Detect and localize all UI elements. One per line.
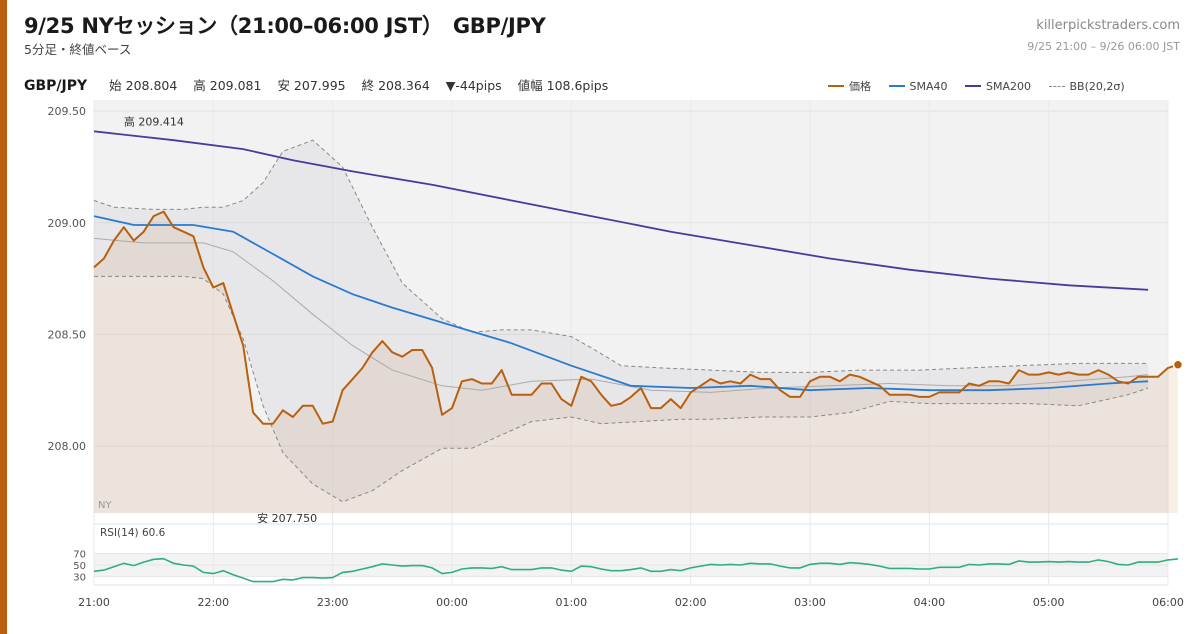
x-tick-label: 00:00	[436, 596, 468, 609]
y-tick-label: 208.50	[48, 328, 87, 341]
date-range: 9/25 21:00 – 9/26 06:00 JST	[1027, 40, 1180, 53]
x-tick-label: 04:00	[913, 596, 945, 609]
x-tick-label: 06:00	[1152, 596, 1184, 609]
x-tick-label: 05:00	[1033, 596, 1065, 609]
rsi-line	[93, 557, 1178, 583]
x-tick-label: 02:00	[675, 596, 707, 609]
accent-bar	[0, 0, 7, 634]
legend-item-sma200: SMA200	[965, 80, 1031, 93]
chart-legend: 価格 SMA40 SMA200 BB(20,2σ)	[828, 77, 1139, 94]
legend-item-bb: BB(20,2σ)	[1048, 80, 1125, 93]
last-price-dot	[1172, 359, 1184, 371]
plot-area	[94, 100, 1168, 513]
low-annotation: 安 207.750	[257, 511, 317, 525]
legend-swatch-sma40	[888, 85, 905, 87]
site-name: killerpickstraders.com	[1036, 18, 1180, 33]
legend-label-bb: BB(20,2σ)	[1069, 80, 1125, 93]
stat-change: ▼-44pips	[445, 78, 502, 93]
sma40-line	[93, 215, 1149, 392]
y-tick-label: 208.00	[48, 440, 87, 453]
bb-band-fill	[94, 140, 1149, 502]
legend-item-price: 価格	[828, 78, 871, 94]
page-subtitle: 5分足・終値ベース	[24, 42, 132, 57]
bb-upper-line	[93, 139, 1149, 373]
y-tick-label: 209.50	[48, 105, 87, 118]
rsi-tick-label: 70	[73, 550, 86, 561]
x-tick-label: 23:00	[317, 596, 349, 609]
x-tick-label: 21:00	[78, 596, 110, 609]
x-tick-label: 01:00	[555, 596, 587, 609]
rsi-label: RSI(14) 60.6	[100, 527, 166, 539]
stats-bar: GBP/JPY 始 208.804 高 209.081 安 207.995 終 …	[24, 75, 620, 94]
stat-open: 始 208.804	[109, 78, 178, 93]
rsi-tick-label: 30	[73, 572, 86, 583]
session-label: NY	[98, 500, 112, 511]
bb-lower-line	[94, 275, 1149, 503]
stat-high: 高 209.081	[193, 78, 262, 93]
stat-close: 終 208.364	[361, 78, 430, 93]
page-title: 9/25 NYセッション（21:00–06:00 JST） GBP/JPY	[24, 14, 546, 38]
legend-label-sma40: SMA40	[909, 79, 948, 93]
stat-range: 値幅 108.6pips	[517, 78, 609, 93]
legend-label-sma200: SMA200	[986, 79, 1031, 93]
y-tick-label: 209.00	[48, 217, 87, 230]
legend-swatch-price	[828, 85, 844, 87]
sma200-line	[93, 130, 1149, 291]
stat-low: 安 207.995	[277, 78, 346, 93]
legend-swatch-sma200	[965, 85, 981, 87]
rsi-tick-label: 50	[73, 561, 86, 572]
legend-swatch-bb	[1048, 86, 1065, 87]
price-line	[93, 210, 1179, 425]
high-annotation: 高 209.414	[124, 114, 184, 128]
pair-label: GBP/JPY	[24, 78, 88, 94]
x-tick-label: 03:00	[794, 596, 826, 609]
x-tick-label: 22:00	[197, 596, 229, 609]
price-area	[94, 211, 1178, 513]
legend-item-sma40: SMA40	[888, 79, 948, 93]
legend-label-price: 価格	[849, 80, 871, 93]
